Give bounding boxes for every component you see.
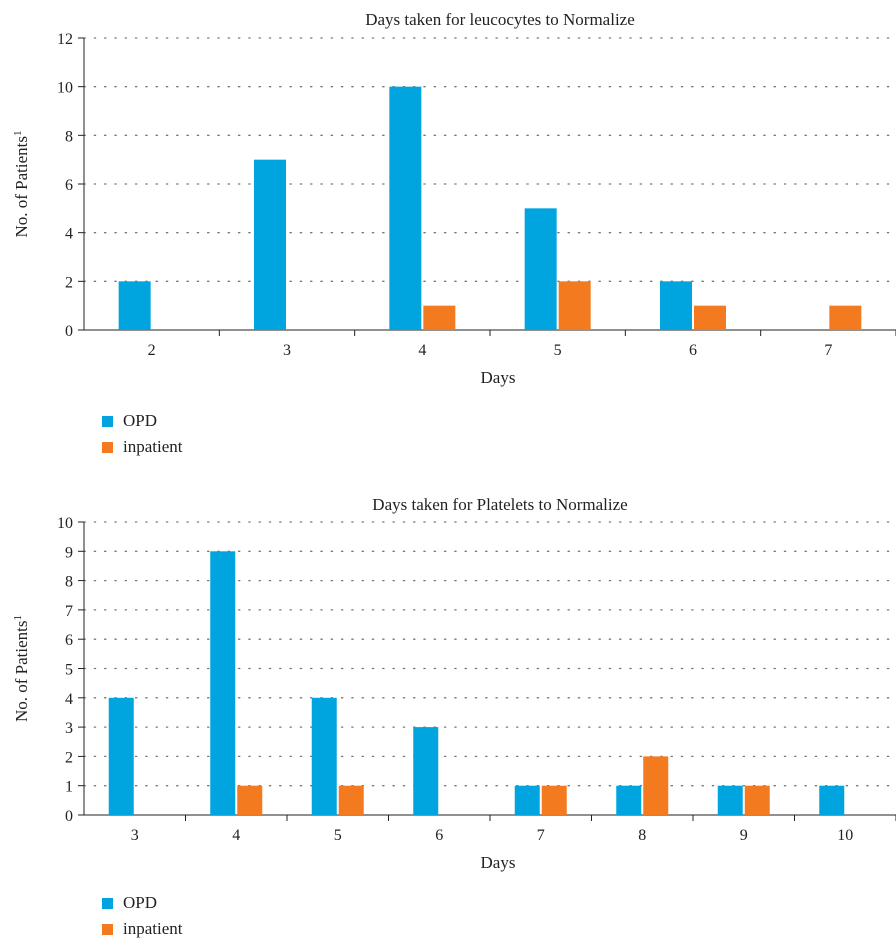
x-tick-label: 4 bbox=[418, 342, 426, 359]
bar-opd-4 bbox=[210, 551, 236, 815]
y-tick-label: 12 bbox=[57, 31, 73, 48]
y-tick-label: 1 bbox=[65, 779, 73, 796]
bar-opd-6 bbox=[413, 727, 439, 815]
bar-opd-3 bbox=[254, 159, 286, 330]
legend-item-inpatient: inpatient bbox=[102, 434, 182, 460]
legend-swatch-opd bbox=[102, 415, 113, 427]
y-axis-label: No. of Patients1 bbox=[12, 615, 31, 722]
y-axis-label: No. of Patients1 bbox=[12, 130, 31, 237]
y-tick-label: 4 bbox=[65, 691, 73, 708]
legend-swatch-opd bbox=[102, 897, 113, 909]
legend-platelets: OPD inpatient bbox=[102, 890, 182, 942]
bar-inpatient-7 bbox=[829, 305, 862, 330]
bar-opd-5 bbox=[311, 697, 337, 815]
legend-item-opd: OPD bbox=[102, 890, 182, 916]
y-tick-label: 10 bbox=[57, 515, 73, 532]
bar-opd-8 bbox=[616, 785, 642, 815]
legend-label-opd: OPD bbox=[123, 411, 158, 430]
x-tick-label: 6 bbox=[435, 827, 443, 844]
x-tick-label: 3 bbox=[131, 827, 139, 844]
legend-item-opd: OPD bbox=[102, 408, 182, 434]
y-tick-label: 0 bbox=[65, 323, 73, 340]
bar-inpatient-4 bbox=[237, 785, 263, 815]
legend-label-inpatient: inpatient bbox=[123, 437, 183, 456]
bar-opd-5 bbox=[524, 208, 557, 330]
legend-label-inpatient: inpatient bbox=[123, 919, 183, 938]
bar-opd-2 bbox=[118, 281, 151, 330]
bar-opd-9 bbox=[717, 785, 743, 815]
y-tick-label: 8 bbox=[65, 128, 73, 145]
bar-inpatient-5 bbox=[338, 785, 364, 815]
chart-leucocytes: Days taken for leucocytes to Normalize 0 2… bbox=[12, 10, 896, 387]
x-tick-label: 5 bbox=[554, 342, 562, 359]
x-tick-label: 2 bbox=[148, 342, 156, 359]
bar-opd-3 bbox=[108, 697, 134, 815]
x-tick-label: 8 bbox=[638, 827, 646, 844]
y-tick-label: 2 bbox=[65, 749, 73, 766]
chart-title: Days taken for Platelets to Normalize bbox=[372, 495, 627, 514]
bar-opd-6 bbox=[660, 281, 692, 330]
bar-opd-10 bbox=[819, 785, 845, 815]
bar-inpatient-9 bbox=[744, 785, 770, 815]
legend-swatch-inpatient bbox=[102, 923, 113, 935]
bar-opd-7 bbox=[514, 785, 540, 815]
y-tick-label: 4 bbox=[65, 226, 73, 243]
y-tick-label: 8 bbox=[65, 574, 73, 591]
y-tick-label: 2 bbox=[65, 274, 73, 291]
x-tick-label: 5 bbox=[334, 827, 342, 844]
x-tick-label: 7 bbox=[537, 827, 545, 844]
bar-opd-4 bbox=[389, 86, 422, 331]
x-tick-label: 4 bbox=[232, 827, 240, 844]
chart-title: Days taken for leucocytes to Normalize bbox=[365, 10, 635, 29]
legend-label-opd: OPD bbox=[123, 893, 158, 912]
y-tick-label: 3 bbox=[65, 720, 73, 737]
x-tick-label: 9 bbox=[740, 827, 748, 844]
legend-swatch-inpatient bbox=[102, 441, 113, 453]
y-tick-label: 5 bbox=[65, 662, 73, 679]
chart-platelets: Days taken for Platelets to Normalize 0 1 2… bbox=[12, 495, 896, 872]
bar-inpatient-4 bbox=[423, 305, 456, 330]
y-tick-label: 6 bbox=[65, 177, 73, 194]
x-tick-label: 6 bbox=[689, 342, 697, 359]
bar-inpatient-6 bbox=[694, 305, 726, 330]
y-tick-label: 10 bbox=[57, 80, 73, 97]
y-tick-label: 9 bbox=[65, 544, 73, 561]
x-axis-label: Days bbox=[481, 368, 516, 387]
x-tick-label: 7 bbox=[824, 342, 832, 359]
y-tick-label: 7 bbox=[65, 603, 73, 620]
y-tick-label: 0 bbox=[65, 808, 73, 825]
bar-inpatient-7 bbox=[541, 785, 567, 815]
legend-leucocytes: OPD inpatient bbox=[102, 408, 182, 460]
legend-item-inpatient: inpatient bbox=[102, 916, 182, 942]
bar-inpatient-5 bbox=[558, 281, 591, 330]
x-axis-label: Days bbox=[481, 853, 516, 872]
x-tick-label: 10 bbox=[837, 827, 853, 844]
bar-inpatient-8 bbox=[643, 756, 669, 815]
x-tick-label: 3 bbox=[283, 342, 291, 359]
y-tick-label: 6 bbox=[65, 632, 73, 649]
